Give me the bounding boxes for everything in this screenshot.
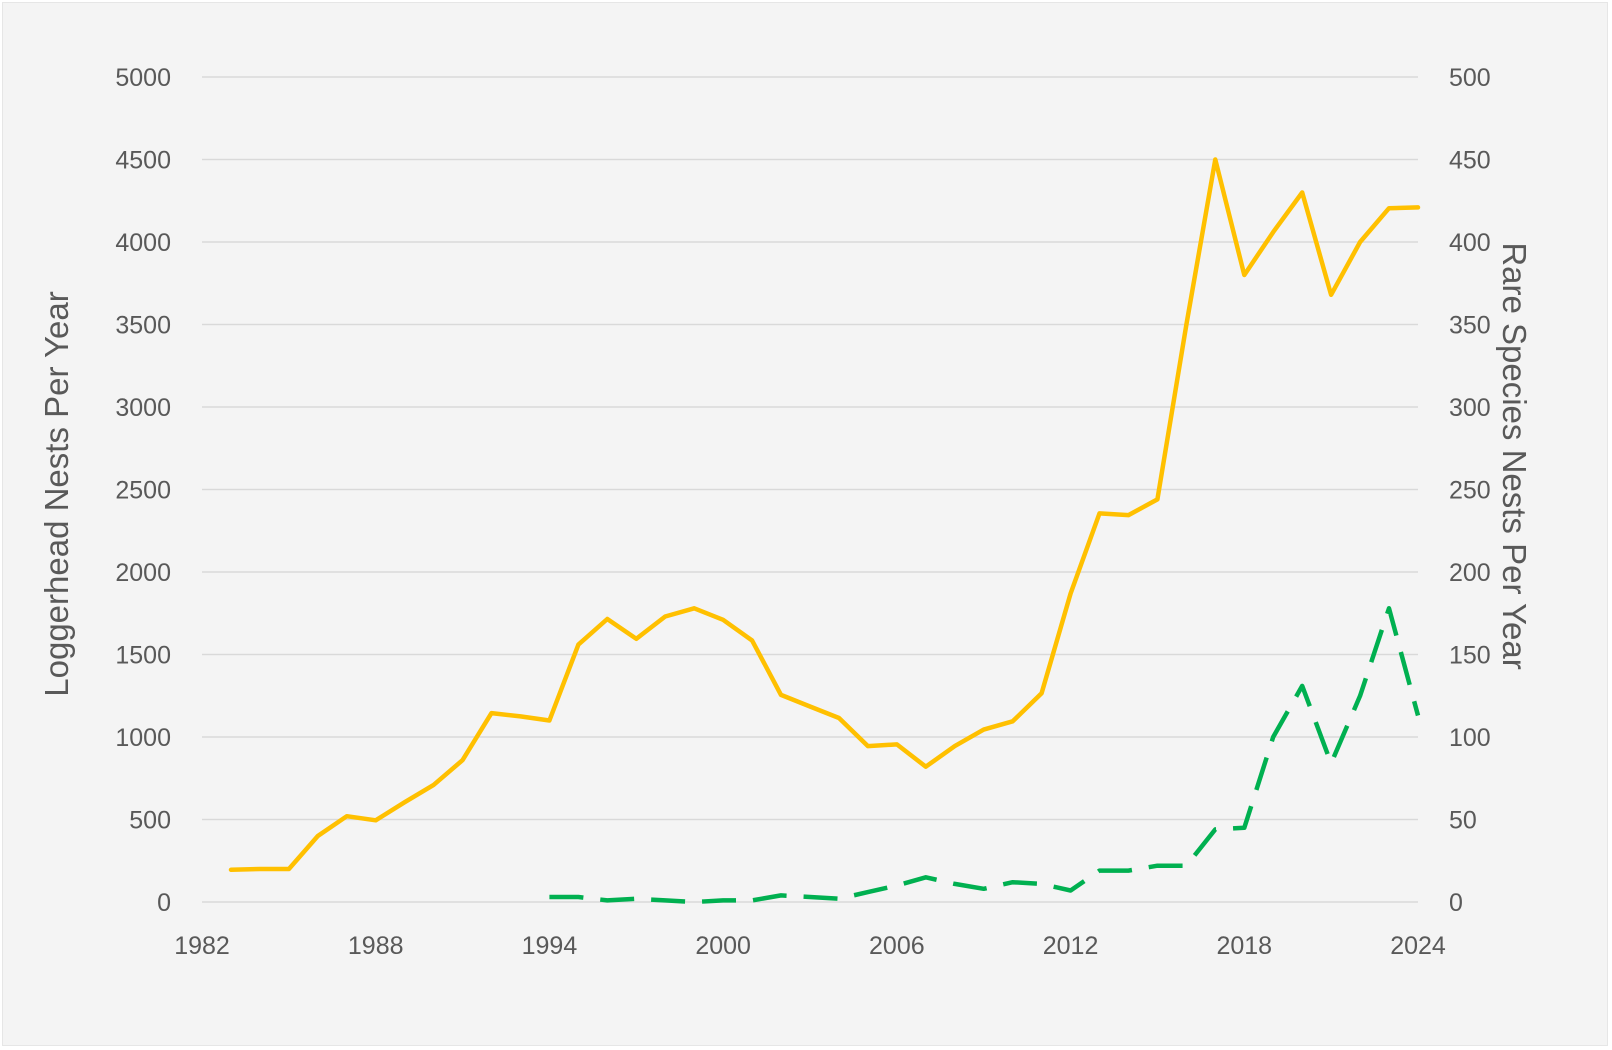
right-axis-ticks: 0 50 100 150 200 250 300 350 400 450 500 <box>1449 64 1491 917</box>
right-tick-label: 350 <box>1449 312 1491 340</box>
left-tick-label: 2500 <box>115 477 171 505</box>
x-tick-label: 1994 <box>522 932 578 960</box>
right-tick-label: 400 <box>1449 229 1491 257</box>
x-tick-label: 2006 <box>869 932 925 960</box>
series-line-loggerhead <box>228 157 1421 873</box>
right-tick-label: 50 <box>1449 807 1477 835</box>
left-tick-label: 4000 <box>115 229 171 257</box>
left-tick-label: 5000 <box>115 64 171 92</box>
left-tick-label: 1500 <box>115 642 171 670</box>
left-tick-label: 500 <box>129 807 171 835</box>
right-tick-label: 200 <box>1449 559 1491 587</box>
right-tick-label: 250 <box>1449 477 1491 505</box>
x-tick-label: 1982 <box>174 932 230 960</box>
right-axis-title: Rare Species Nests Per Year <box>1496 242 1533 669</box>
x-tick-label: 2018 <box>1216 932 1272 960</box>
x-tick-label: 1988 <box>348 932 404 960</box>
series-layer <box>228 157 1421 905</box>
x-tick-label: 2012 <box>1043 932 1099 960</box>
right-tick-label: 0 <box>1449 889 1463 917</box>
x-axis-ticks: 1982 1988 1994 2000 2006 2012 2018 2024 <box>174 932 1446 960</box>
right-tick-label: 500 <box>1449 64 1491 92</box>
left-tick-label: 3000 <box>115 394 171 422</box>
right-tick-label: 450 <box>1449 147 1491 175</box>
x-tick-label: 2024 <box>1390 932 1446 960</box>
left-axis-title: Loggerhead Nests Per Year <box>38 291 75 696</box>
series-line-rare-species <box>549 606 1421 905</box>
left-axis-ticks: 0 500 1000 1500 2000 2500 3000 3500 4000 4500 5000 <box>115 64 171 917</box>
left-tick-label: 4500 <box>115 147 171 175</box>
gridlines <box>202 76 1418 903</box>
left-tick-label: 2000 <box>115 559 171 587</box>
left-tick-label: 1000 <box>115 724 171 752</box>
x-tick-label: 2000 <box>695 932 751 960</box>
left-tick-label: 0 <box>157 889 171 917</box>
right-tick-label: 150 <box>1449 642 1491 670</box>
left-tick-label: 3500 <box>115 312 171 340</box>
right-tick-label: 100 <box>1449 724 1491 752</box>
right-tick-label: 300 <box>1449 394 1491 422</box>
